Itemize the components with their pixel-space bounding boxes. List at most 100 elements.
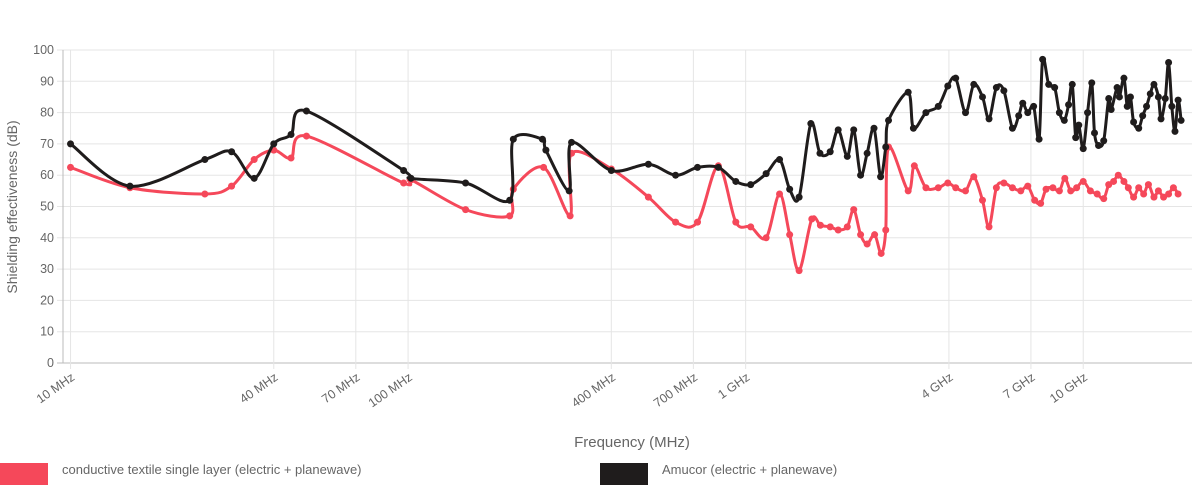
data-point [509, 135, 517, 143]
data-point [970, 80, 978, 88]
data-point [934, 184, 942, 192]
y-tick-label: 70 [40, 137, 54, 151]
data-point [970, 173, 978, 181]
data-point [1157, 115, 1165, 123]
data-point [1105, 95, 1113, 103]
data-point [1100, 195, 1108, 203]
data-point [568, 138, 576, 146]
data-point [747, 223, 755, 231]
data-point [816, 149, 824, 157]
data-point [287, 131, 295, 139]
x-tick-label: 1 GHz [715, 370, 752, 402]
data-point [922, 184, 930, 192]
data-point [1130, 118, 1138, 126]
data-point [1030, 102, 1038, 110]
data-point [1123, 102, 1131, 110]
data-point [1107, 105, 1115, 113]
data-point [1126, 93, 1134, 101]
x-tick-label: 4 GHz [919, 370, 956, 402]
data-point [1150, 193, 1158, 201]
data-point [1161, 95, 1169, 103]
data-point [1095, 141, 1103, 149]
data-point [1017, 187, 1025, 195]
data-point [834, 126, 842, 134]
data-point [1113, 84, 1121, 92]
data-point [287, 154, 295, 162]
data-point [1088, 79, 1096, 87]
data-point [1165, 59, 1173, 67]
data-point [904, 187, 912, 195]
data-point [67, 163, 75, 171]
data-point [850, 206, 858, 214]
data-point [922, 109, 930, 117]
data-point [1146, 90, 1154, 98]
y-tick-label: 90 [40, 74, 54, 88]
data-point [978, 93, 986, 101]
data-point [1120, 177, 1128, 185]
data-point [644, 193, 652, 201]
data-point [1000, 179, 1008, 187]
data-point [462, 206, 470, 214]
data-point [1065, 101, 1073, 109]
data-point [843, 223, 851, 231]
data-point [786, 185, 794, 193]
data-point [462, 179, 470, 187]
data-point [693, 163, 701, 171]
legend-swatch [600, 463, 648, 485]
data-point [1067, 187, 1075, 195]
data-point [1019, 99, 1027, 107]
data-point [1143, 102, 1151, 110]
data-point [985, 115, 993, 123]
x-tick-label: 100 MHz [366, 370, 415, 410]
data-point [693, 218, 701, 226]
data-point [1035, 135, 1043, 143]
data-point [302, 107, 310, 115]
data-point [885, 116, 893, 124]
data-point [1073, 184, 1081, 192]
data-point [1174, 190, 1182, 198]
data-point [952, 184, 960, 192]
x-tick-label: 40 MHz [237, 370, 280, 406]
x-tick-label: 70 MHz [319, 370, 362, 406]
data-point [909, 124, 917, 132]
data-point [565, 187, 573, 195]
data-point [1154, 93, 1162, 101]
data-point [882, 226, 890, 234]
data-point [904, 88, 912, 96]
x-tick-label: 10 MHz [34, 370, 77, 406]
data-point [877, 173, 885, 181]
data-point [776, 156, 784, 164]
data-point [67, 140, 75, 148]
legend-label: conductive textile single layer (electri… [62, 462, 362, 477]
data-point [857, 171, 865, 179]
data-point [1039, 55, 1047, 63]
data-point [1120, 74, 1128, 82]
y-tick-label: 60 [40, 168, 54, 182]
data-point [1084, 109, 1092, 117]
data-point [1100, 137, 1108, 145]
data-point [400, 167, 408, 175]
data-point [1160, 193, 1168, 201]
data-point [808, 215, 816, 223]
data-point [1008, 184, 1016, 192]
data-point [506, 212, 514, 220]
data-point [850, 126, 858, 134]
data-point [843, 152, 851, 160]
data-point [762, 170, 770, 178]
data-point [1171, 127, 1179, 135]
data-point [1130, 193, 1138, 201]
data-point [228, 182, 236, 190]
data-point [540, 163, 548, 171]
data-point [863, 149, 871, 157]
data-point [795, 267, 803, 275]
y-tick-label: 40 [40, 231, 54, 245]
data-point [1093, 190, 1101, 198]
y-tick-label: 50 [40, 200, 54, 214]
data-point [1061, 174, 1069, 182]
data-point [1168, 102, 1176, 110]
data-point [1049, 184, 1057, 192]
data-point [228, 148, 236, 156]
data-point [826, 148, 834, 156]
y-tick-label: 0 [47, 356, 54, 370]
data-point [538, 135, 546, 143]
